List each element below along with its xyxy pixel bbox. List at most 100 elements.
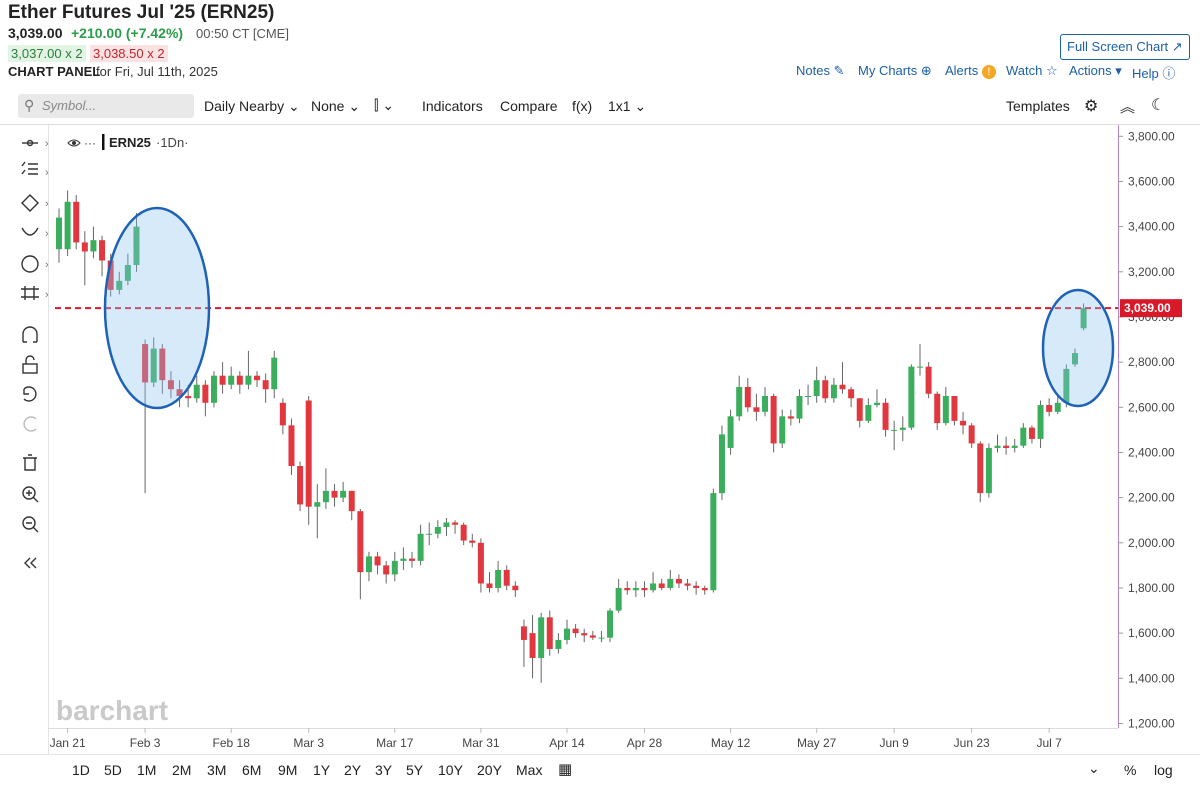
candle-body bbox=[297, 466, 304, 505]
candle-body bbox=[1054, 402, 1061, 412]
full-screen-button[interactable]: Full Screen Chart ↗ bbox=[1060, 34, 1190, 60]
candle-body bbox=[718, 434, 725, 494]
link-text: Actions bbox=[1069, 63, 1112, 78]
candle-body bbox=[736, 386, 743, 417]
svg-text:›: › bbox=[45, 259, 49, 271]
overlay-select[interactable]: None ⌄ bbox=[311, 98, 361, 114]
candle-body bbox=[236, 375, 243, 385]
x-tick-label: Jan 21 bbox=[50, 736, 86, 750]
range-button[interactable]: 5D bbox=[104, 762, 122, 778]
candle-body bbox=[124, 265, 131, 281]
candle-body bbox=[873, 402, 880, 406]
candle-body bbox=[787, 416, 794, 419]
range-button[interactable]: 3Y bbox=[375, 762, 393, 778]
fx-button[interactable]: f(x) bbox=[572, 98, 593, 114]
range-button[interactable]: Max bbox=[516, 762, 543, 778]
my-charts-link[interactable]: My Charts ⊕ bbox=[858, 63, 932, 78]
candle-body bbox=[865, 405, 872, 421]
svg-text:›: › bbox=[45, 228, 49, 240]
icon: ↗ bbox=[1168, 39, 1183, 54]
x-tick-label: Jul 7 bbox=[1036, 736, 1062, 750]
x-tick-label: May 12 bbox=[711, 736, 751, 750]
toolbar-text: Daily Nearby bbox=[204, 98, 285, 114]
x-tick-label: Mar 17 bbox=[376, 736, 414, 750]
collapse-button[interactable]: ︽ bbox=[1120, 99, 1136, 116]
candle-body bbox=[607, 610, 614, 638]
notes-link[interactable]: Notes ✎ bbox=[796, 63, 845, 78]
link-text: My Charts bbox=[858, 63, 918, 78]
y-tick-label: 2,000.00 bbox=[1128, 536, 1175, 550]
candle-body bbox=[133, 226, 140, 266]
candle-body bbox=[822, 380, 829, 399]
collapse-button[interactable]: ⌄ bbox=[1088, 760, 1100, 776]
y-tick-label: 3,600.00 bbox=[1128, 174, 1175, 188]
candle-body bbox=[1011, 445, 1018, 448]
candle-body bbox=[279, 402, 286, 426]
help-link[interactable]: Help ⓘ bbox=[1132, 66, 1176, 81]
chart-type-select[interactable]: ⫿ ⌄ bbox=[374, 97, 395, 113]
actions-link[interactable]: Actions ▾ bbox=[1069, 63, 1122, 78]
range-button[interactable]: 1M bbox=[137, 762, 157, 778]
eye-icon bbox=[72, 141, 76, 145]
candle-body bbox=[985, 447, 992, 494]
settings-button[interactable]: ⚙ bbox=[1084, 98, 1099, 115]
layout-select[interactable]: 1x1 ⌄ bbox=[608, 98, 647, 114]
candle-body bbox=[779, 416, 786, 444]
candle-body bbox=[426, 533, 433, 535]
toolbar-text: None bbox=[311, 98, 345, 114]
price: 3,039.00 bbox=[8, 25, 63, 41]
candle-body bbox=[176, 389, 183, 397]
candle-body bbox=[908, 366, 915, 428]
tool-chevrons: › › › › › › bbox=[45, 138, 49, 301]
candle-body bbox=[762, 396, 769, 412]
candle-body bbox=[805, 396, 812, 398]
range-button[interactable]: 3M bbox=[207, 762, 227, 778]
link-text: Notes bbox=[796, 63, 830, 78]
candle-body bbox=[977, 443, 984, 494]
candle-body bbox=[753, 407, 760, 412]
candle-body bbox=[357, 511, 364, 573]
range-button[interactable]: 20Y bbox=[477, 762, 502, 778]
theme-button[interactable]: ☾ bbox=[1151, 97, 1166, 114]
range-button[interactable]: 10Y bbox=[438, 762, 463, 778]
templates-button[interactable]: Templates bbox=[1006, 98, 1070, 114]
compare-button[interactable]: Compare bbox=[500, 98, 558, 114]
candle-body bbox=[81, 242, 88, 252]
range-button[interactable]: 9M bbox=[278, 762, 298, 778]
candle-body bbox=[710, 493, 717, 591]
drawing-tools[interactable] bbox=[21, 139, 39, 569]
candle-body bbox=[434, 527, 441, 534]
candle-body bbox=[632, 587, 639, 591]
candle-body bbox=[555, 639, 562, 649]
legend-menu[interactable]: ··· bbox=[84, 136, 96, 150]
candle-body bbox=[365, 556, 372, 573]
candle-body bbox=[960, 420, 967, 426]
candle-body bbox=[193, 384, 200, 399]
eye-icon[interactable] bbox=[67, 139, 81, 147]
candle-body bbox=[107, 260, 114, 290]
candle-body bbox=[374, 556, 381, 566]
candle-body bbox=[572, 628, 579, 634]
alerts-link[interactable]: Alerts ! bbox=[945, 63, 996, 79]
range-button[interactable]: 2M bbox=[172, 762, 192, 778]
range-button[interactable]: 6M bbox=[242, 762, 262, 778]
candle-body bbox=[322, 490, 329, 503]
percent-button[interactable]: % bbox=[1124, 762, 1137, 778]
candle-body bbox=[899, 427, 906, 430]
range-button[interactable]: 1Y bbox=[313, 762, 331, 778]
period-select[interactable]: Daily Nearby ⌄ bbox=[204, 98, 300, 114]
candle-body bbox=[1037, 405, 1044, 439]
candle-body bbox=[271, 357, 278, 390]
y-tick-label: 3,400.00 bbox=[1128, 220, 1175, 234]
watch-link[interactable]: Watch ☆ bbox=[1006, 63, 1058, 78]
symbol-search[interactable]: ⚲ Symbol... bbox=[18, 94, 194, 118]
svg-text:›: › bbox=[45, 198, 49, 210]
candle-body bbox=[400, 558, 407, 561]
indicators-button[interactable]: Indicators bbox=[422, 98, 483, 114]
y-tick-label: 3,800.00 bbox=[1128, 129, 1175, 143]
range-button[interactable]: 5Y bbox=[406, 762, 424, 778]
range-button[interactable]: 2Y bbox=[344, 762, 362, 778]
calendar-button[interactable]: ▦ bbox=[558, 761, 573, 778]
log-button[interactable]: log bbox=[1154, 762, 1173, 778]
range-button[interactable]: 1D bbox=[72, 762, 90, 778]
